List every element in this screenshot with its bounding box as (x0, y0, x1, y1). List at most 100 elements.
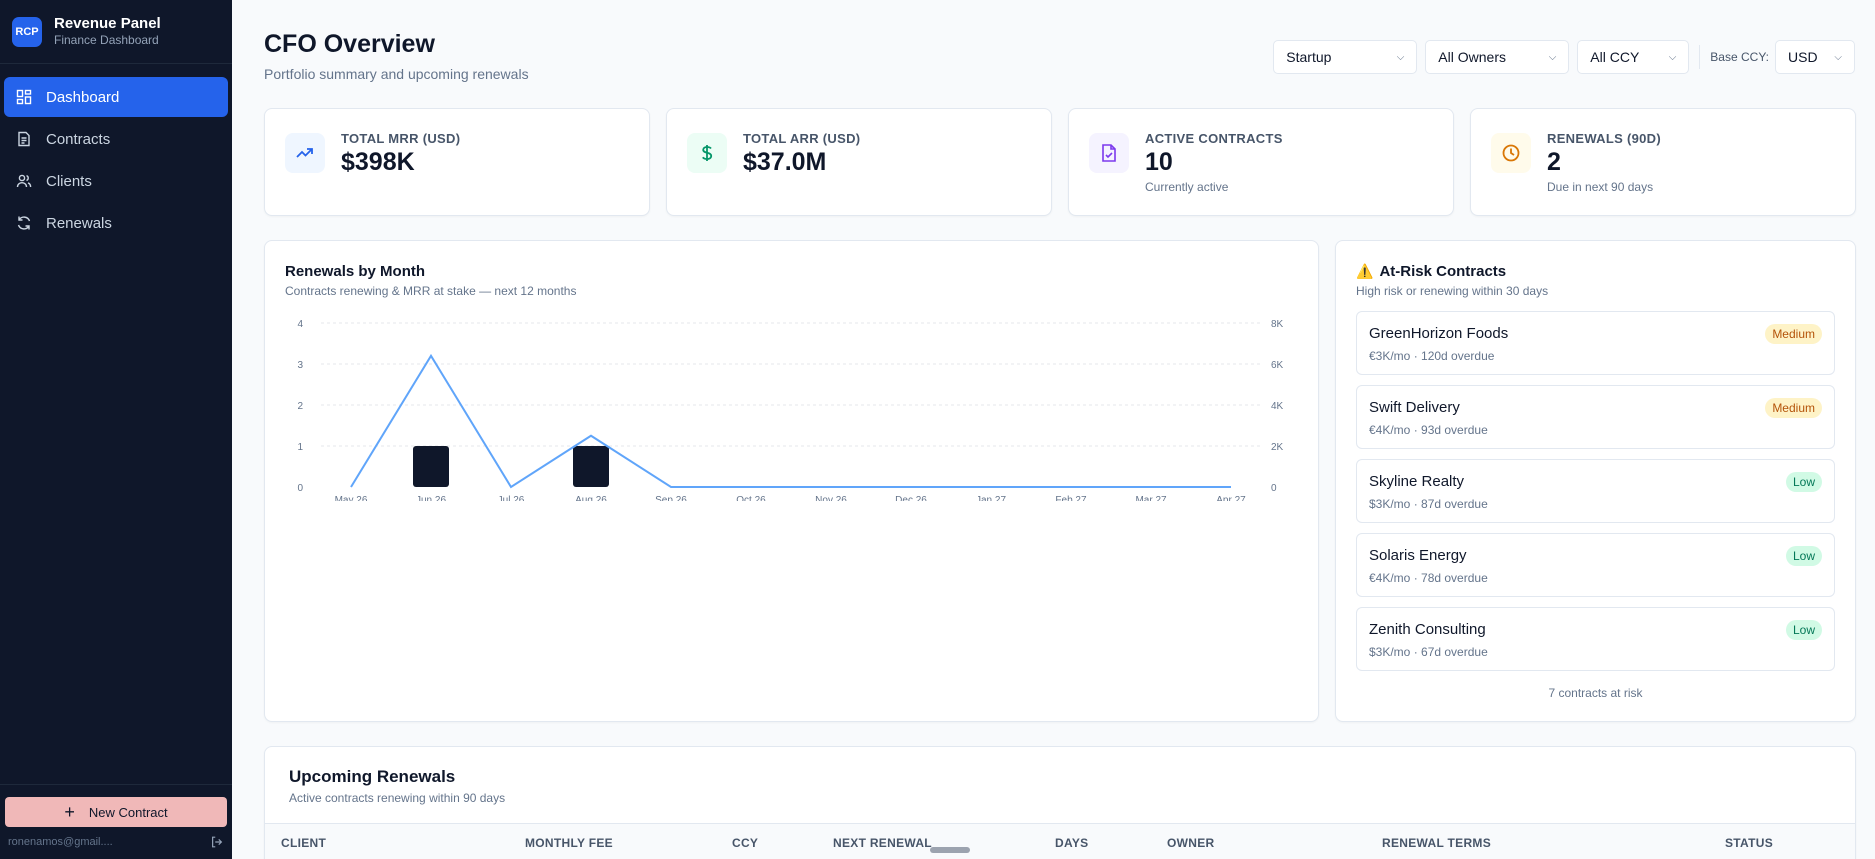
y-right-tick-label: 4K (1271, 401, 1284, 412)
y-right-tick-label: 0 (1271, 483, 1277, 494)
list-item[interactable]: Skyline Realty $3K/mo · 87d overdue Low (1356, 459, 1835, 523)
list-item[interactable]: Swift Delivery €4K/mo · 93d overdue Medi… (1356, 385, 1835, 449)
page-subtitle: Portfolio summary and upcoming renewals (264, 66, 529, 82)
upcoming-renewals-card: Upcoming Renewals Active contracts renew… (264, 746, 1856, 859)
list-item[interactable]: GreenHorizon Foods €3K/mo · 120d overdue… (1356, 311, 1835, 375)
page-title: CFO Overview (264, 30, 435, 58)
chevron-down-icon: ⌵ (1548, 51, 1557, 63)
brand-title: Revenue Panel (54, 15, 161, 32)
new-contract-button[interactable]: + New Contract (5, 797, 227, 827)
ccy-select[interactable]: All CCY ⌵ (1577, 40, 1690, 74)
x-tick-label: May 26 (335, 495, 368, 501)
segment-select[interactable]: Startup ⌵ (1273, 40, 1418, 74)
logout-icon[interactable] (210, 835, 224, 849)
list-item[interactable]: Zenith Consulting $3K/mo · 67d overdue L… (1356, 607, 1835, 671)
renewals-chart-card: Renewals by Month Contracts renewing & M… (264, 240, 1319, 722)
risk-client-name: Skyline Realty (1369, 473, 1465, 490)
column-header-owner[interactable]: OWNER (1167, 836, 1215, 850)
document-icon (18, 131, 30, 147)
chart-title: Renewals by Month (285, 263, 426, 280)
x-tick-label: Aug 26 (575, 495, 607, 501)
base-ccy-value: USD (1788, 49, 1818, 65)
main-content: CFO Overview Portfolio summary and upcom… (232, 0, 1875, 859)
brand-subtitle: Finance Dashboard (54, 33, 159, 47)
stat-value: $37.0M (743, 148, 827, 176)
owner-select-value: All Owners (1438, 49, 1506, 65)
sidebar-item-clients[interactable]: Clients (4, 161, 228, 201)
risk-meta: €3K/mo · 120d overdue (1369, 349, 1495, 363)
column-header-monthly-fee[interactable]: MONTHLY FEE (525, 836, 613, 850)
risk-badge: Low (1785, 546, 1822, 566)
base-ccy-label: Base CCY: (1710, 50, 1769, 64)
bar (413, 446, 449, 487)
file-check-icon (1089, 133, 1129, 173)
risk-client-name: GreenHorizon Foods (1369, 325, 1509, 342)
y-right-tick-label: 8K (1271, 319, 1284, 330)
brand[interactable]: RCP Revenue Panel Finance Dashboard (0, 0, 232, 64)
risk-badge: Medium (1765, 324, 1822, 344)
column-header-next-renewal[interactable]: NEXT RENEWAL (833, 836, 932, 850)
x-tick-label: Oct 26 (736, 495, 766, 501)
stat-value: 2 (1547, 148, 1561, 176)
sidebar-footer: + New Contract ronenamos@gmail.... (0, 784, 232, 859)
risk-badge: Low (1785, 620, 1822, 640)
table-header: CLIENT MONTHLY FEE CCY NEXT RENEWAL DAYS… (265, 823, 1855, 859)
dashboard-icon (16, 89, 32, 105)
column-header-status[interactable]: STATUS (1725, 836, 1774, 850)
list-item[interactable]: Solaris Energy €4K/mo · 78d overdue Low (1356, 533, 1835, 597)
column-header-ccy[interactable]: CCY (732, 836, 759, 850)
clock-icon (1491, 133, 1531, 173)
column-header-client[interactable]: CLIENT (281, 836, 327, 850)
renewals-chart: 0 1 2 3 4 0 2K 4K 6K 8K May 26 Jun 26 Jul 26 Aug 26 Se… (297, 319, 1284, 501)
at-risk-card: ⚠️ At-Risk Contracts High risk or renewi… (1335, 240, 1856, 722)
plus-icon: + (64, 802, 75, 822)
base-ccy-select[interactable]: USD ⌵ (1775, 40, 1855, 74)
chevron-down-icon: ⌵ (1834, 51, 1842, 63)
bar (573, 446, 609, 487)
chevron-down-icon: ⌵ (1396, 51, 1405, 63)
x-tick-label: Jan 27 (976, 495, 1006, 501)
risk-badge: Low (1785, 472, 1822, 492)
refresh-icon (17, 216, 31, 230)
dollar-icon (687, 133, 727, 173)
owner-select[interactable]: All Owners ⌵ (1425, 40, 1570, 74)
column-header-days[interactable]: DAYS (1055, 836, 1089, 850)
risk-client-name: Swift Delivery (1369, 399, 1460, 416)
y-left-tick-label: 3 (297, 360, 303, 371)
stat-label: TOTAL MRR (USD) (341, 131, 461, 146)
sidebar-item-renewals[interactable]: Renewals (4, 203, 228, 243)
warning-icon: ⚠️ (1356, 263, 1374, 279)
ccy-select-value: All CCY (1590, 49, 1640, 65)
filter-divider (1699, 45, 1701, 69)
sidebar-item-dashboard[interactable]: Dashboard (4, 77, 228, 117)
at-risk-title-text: At-Risk Contracts (1379, 263, 1507, 280)
stat-sub: Due in next 90 days (1547, 180, 1654, 194)
sidebar-item-label: Contracts (46, 130, 111, 148)
stat-card-active-contracts: ACTIVE CONTRACTS 10 Currently active (1068, 108, 1454, 216)
y-right-tick-label: 2K (1271, 442, 1284, 453)
segment-select-value: Startup (1286, 49, 1332, 65)
x-tick-label: Apr 27 (1216, 495, 1246, 501)
stat-card-mrr: TOTAL MRR (USD) $398K (264, 108, 650, 216)
at-risk-footer: 7 contracts at risk (1548, 686, 1643, 700)
sidebar-item-contracts[interactable]: Contracts (4, 119, 228, 159)
column-header-renewal-terms[interactable]: RENEWAL TERMS (1382, 836, 1492, 850)
y-right-tick-label: 6K (1271, 360, 1284, 371)
sidebar-item-label: Dashboard (46, 88, 120, 106)
stat-card-renewals: RENEWALS (90D) 2 Due in next 90 days (1470, 108, 1856, 216)
at-risk-list: GreenHorizon Foods €3K/mo · 120d overdue… (1356, 311, 1835, 681)
upcoming-subtitle: Active contracts renewing within 90 days (289, 791, 506, 805)
new-contract-label: New Contract (88, 804, 168, 820)
stat-label: RENEWALS (90D) (1547, 131, 1661, 146)
risk-client-name: Zenith Consulting (1369, 621, 1486, 638)
risk-badge: Medium (1765, 398, 1822, 418)
horizontal-scrollbar-thumb[interactable] (930, 847, 970, 853)
trending-up-icon (285, 133, 325, 173)
upcoming-title: Upcoming Renewals (289, 767, 456, 786)
risk-client-name: Solaris Energy (1369, 547, 1467, 564)
x-tick-label: Jul 26 (498, 495, 525, 501)
x-tick-label: Nov 26 (815, 495, 847, 501)
stat-sub: Currently active (1145, 180, 1229, 194)
chevron-down-icon: ⌵ (1668, 51, 1677, 63)
y-left-tick-label: 0 (297, 483, 303, 494)
